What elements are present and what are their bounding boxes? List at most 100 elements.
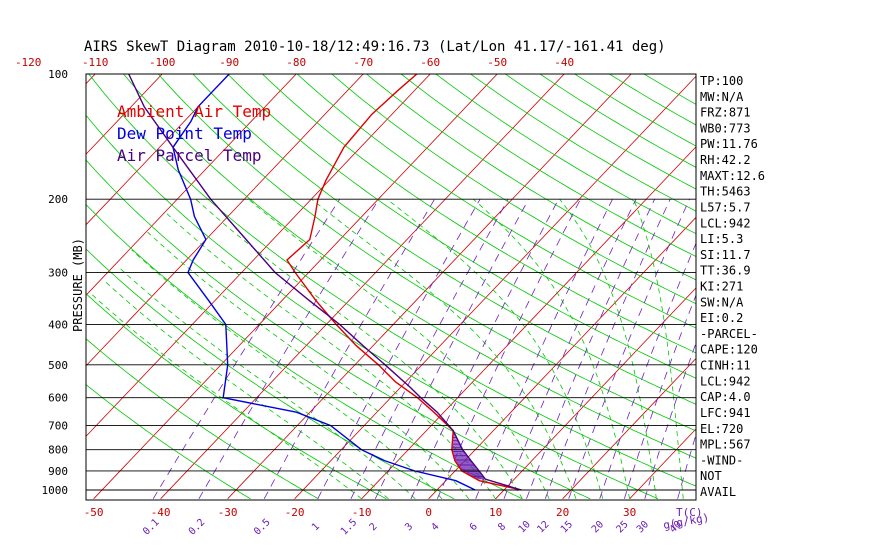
dry-adiabat-line — [86, 384, 251, 500]
sounding-index-item: EI:0.2 — [700, 311, 743, 325]
mixing-ratio-line — [475, 199, 613, 499]
pressure-tick-label: 400 — [48, 318, 68, 331]
isotherm-line — [495, 287, 696, 500]
moist-adiabat-line — [117, 266, 416, 500]
dry-adiabat-line — [88, 74, 696, 487]
mixing-ratio-line — [436, 199, 581, 499]
mixing-ratio-line — [374, 199, 529, 499]
dry-adiabat-line — [365, 74, 696, 281]
sounding-index-item: MAXT:12.6 — [700, 169, 765, 183]
mixing-ratio-line — [503, 199, 637, 499]
sounding-index-item: SW:N/A — [700, 295, 744, 309]
moist-adiabat-line — [131, 249, 443, 500]
sounding-index-item: MPL:567 — [700, 438, 751, 452]
legend-entry: Air Parcel Temp — [117, 146, 262, 165]
legend-entry: Ambient Air Temp — [117, 102, 271, 121]
bottom-temp-tick-label: 10 — [489, 506, 502, 519]
sounding-index-item: TP:100 — [700, 74, 743, 88]
sounding-index-item: KI:271 — [700, 280, 743, 294]
moist-adiabat-line — [311, 198, 577, 499]
dry-adiabat-line — [86, 338, 319, 500]
sounding-index-item: FRZ:871 — [700, 106, 751, 120]
sounding-index-item: L57:5.7 — [700, 200, 751, 214]
top-temp-tick-label: -70 — [353, 56, 373, 69]
moist-adiabat-line — [559, 198, 657, 499]
moist-adiabat-line — [147, 231, 470, 500]
chart-title: AIRS SkewT Diagram 2010-10-18/12:49:16.7… — [84, 39, 666, 55]
mixing-ratio-label: 3 — [403, 521, 415, 533]
bottom-temp-tick-label: 0 — [425, 506, 432, 519]
mixing-ratio-label: 12 — [535, 519, 551, 535]
dewpoint-line — [172, 74, 476, 491]
mixing-ratio-label: 8 — [496, 521, 508, 533]
moist-adiabat-line — [89, 292, 362, 500]
mixing-ratio-line — [526, 199, 655, 499]
sounding-index-item: LCL:942 — [700, 374, 751, 388]
sounding-index-item: WB0:773 — [700, 121, 751, 135]
bottom-temp-tick-label: -40 — [151, 506, 171, 519]
isotherm-line — [294, 75, 696, 500]
isotherm-line — [764, 65, 870, 499]
ambient-temp-line — [286, 74, 522, 491]
isotherm-line — [86, 74, 364, 367]
mixing-ratio-line — [599, 242, 696, 499]
y-axis-label: PRESSURE (MB) — [71, 238, 85, 332]
mixing-ratio-label: 0.5 — [252, 517, 273, 538]
dry-adiabat-line — [227, 74, 696, 379]
sounding-index-item: -PARCEL- — [700, 327, 758, 341]
dry-adiabat-line — [400, 74, 696, 258]
pressure-tick-label: 500 — [48, 359, 68, 372]
mixing-ratio-line — [152, 198, 341, 500]
mixing-ratio-label: 0.1 — [141, 517, 162, 538]
bottom-temperature-ticks: -50 -40 -30 -20 -10 0 10 20 30 — [84, 506, 637, 519]
sounding-index-item: CINH:11 — [700, 359, 751, 373]
top-temp-tick-label: -40 — [554, 56, 574, 69]
temp-unit-label: T(C) — [676, 506, 703, 519]
top-temp-tick-label: -100 — [149, 56, 176, 69]
pressure-tick-label: 1000 — [42, 484, 69, 497]
mixing-ratio-label: 2 — [368, 521, 380, 533]
isotherm-line — [0, 65, 37, 499]
mixing-ratio-line — [263, 198, 435, 499]
sounding-index-item: SI:11.7 — [700, 248, 751, 262]
moist-adiabat-line — [248, 198, 550, 499]
dry-adiabat-line — [86, 114, 659, 500]
dry-adiabat-line — [469, 74, 696, 212]
mixing-ratio-label: 1 — [310, 521, 322, 533]
moist-adiabat-line — [386, 198, 604, 499]
mixing-ratio-line — [544, 199, 671, 499]
sounding-index-item: EL:720 — [700, 422, 743, 436]
bottom-temp-tick-label: -30 — [218, 506, 238, 519]
moist-adiabat-line — [195, 198, 523, 500]
top-temp-tick-label: -50 — [487, 56, 507, 69]
sounding-index-item: AVAIL — [700, 485, 736, 499]
isotherm-line — [86, 74, 230, 226]
mixing-ratio-label: 1.5 — [339, 517, 360, 538]
isotherm-line — [93, 74, 498, 500]
pressure-tick-label: 700 — [48, 420, 68, 433]
isotherm-line — [86, 74, 297, 296]
bottom-temp-tick-label: -10 — [352, 506, 372, 519]
mixing-unit-label: g(g/kg) — [662, 511, 710, 532]
mixing-ratio-line — [198, 198, 380, 500]
isotherm-line — [227, 74, 632, 500]
mixing-ratio-line — [317, 198, 481, 499]
mixing-ratio-label: 25 — [614, 519, 630, 535]
pressure-tick-labels: 100 200 300 400 500 600 700 800 900 1000 — [42, 68, 69, 497]
mixing-ratio-line — [350, 199, 509, 499]
top-temp-tick-label: -110 — [82, 56, 109, 69]
isotherm-line — [562, 357, 696, 500]
mixing-ratio-label: 20 — [590, 519, 606, 535]
bottom-temp-tick-label: 20 — [556, 506, 569, 519]
dry-adiabat-line — [261, 74, 696, 354]
mixing-ratio-label: 4 — [429, 521, 441, 533]
isotherm-line — [86, 74, 163, 155]
sounding-index-item: NOT — [700, 469, 722, 483]
mixing-ratio-line — [644, 341, 696, 499]
sounding-index-item: LCL:942 — [700, 216, 751, 230]
bottom-temp-tick-label: -20 — [285, 506, 305, 519]
moist-adiabat-line — [104, 281, 389, 500]
isotherm-line — [831, 65, 870, 499]
sounding-index-item: TH:5463 — [700, 185, 751, 199]
